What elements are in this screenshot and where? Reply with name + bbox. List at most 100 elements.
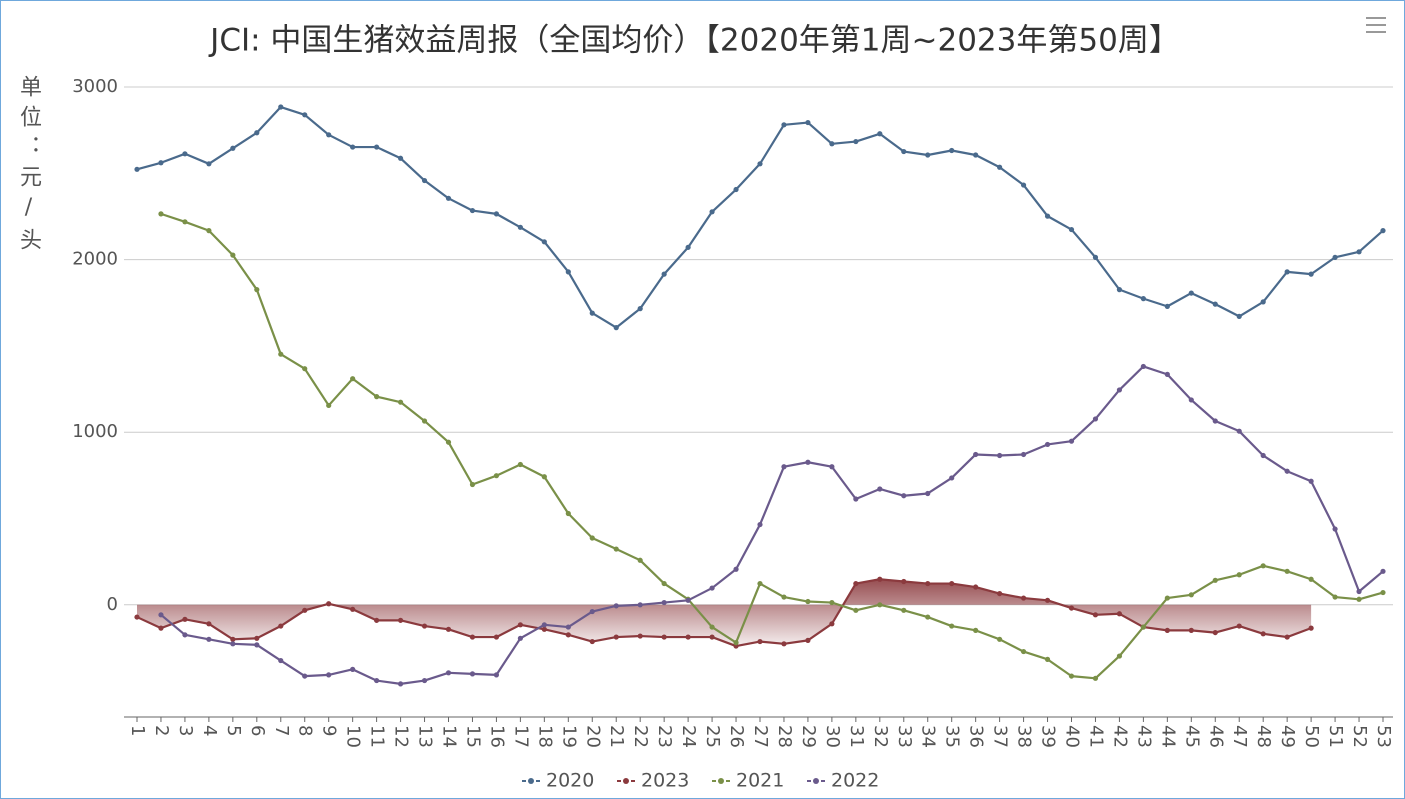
series-point — [445, 195, 452, 201]
series-point — [493, 634, 500, 640]
series-point — [278, 623, 284, 629]
series-point — [182, 151, 188, 157]
series-point — [781, 641, 787, 647]
series-point — [1284, 468, 1290, 474]
series-point — [1068, 673, 1075, 679]
series-point — [1356, 249, 1362, 255]
series-point — [1308, 625, 1314, 631]
x-tick-label: 52 — [1349, 725, 1370, 748]
series-point — [997, 636, 1003, 642]
legend-swatch-dot — [813, 778, 819, 784]
series-point — [1116, 653, 1123, 659]
series-point — [1284, 568, 1290, 574]
series-point — [1092, 254, 1099, 260]
series-point — [1284, 634, 1290, 640]
x-tick-label: 41 — [1085, 725, 1106, 748]
x-tick-label: 6 — [247, 725, 268, 736]
series-point — [302, 607, 308, 613]
series-line — [160, 212, 1384, 680]
series-point — [973, 152, 979, 158]
series-point — [877, 576, 883, 582]
series-point — [230, 252, 236, 258]
series-point — [1260, 631, 1266, 637]
legend-swatch-dot — [528, 778, 534, 784]
series-point — [1140, 363, 1146, 370]
series-point — [517, 622, 523, 628]
x-tick-label: 43 — [1133, 725, 1154, 748]
x-tick-label: 5 — [223, 725, 244, 736]
x-tick-label: 42 — [1109, 725, 1130, 748]
legend-label: 2021 — [736, 770, 784, 792]
x-tick-label: 25 — [702, 725, 723, 748]
series-point — [158, 625, 164, 631]
series-point — [1164, 595, 1170, 601]
series-point — [1116, 611, 1123, 617]
series-point — [685, 634, 691, 640]
series-point — [1068, 226, 1075, 233]
series-point — [1188, 290, 1194, 296]
series-point — [182, 616, 188, 622]
series-point — [1236, 313, 1242, 319]
series-point — [1236, 572, 1242, 578]
series-point — [230, 145, 236, 151]
x-tick-label: 18 — [534, 725, 555, 748]
series-point — [565, 510, 571, 517]
x-tick-label: 16 — [486, 725, 507, 748]
series-point — [925, 580, 931, 587]
series-point — [829, 141, 835, 147]
series-point — [997, 452, 1003, 459]
x-tick-label: 36 — [966, 725, 987, 748]
series-point — [493, 473, 500, 479]
legend-label: 2023 — [641, 770, 689, 792]
series-point — [757, 580, 763, 587]
x-tick-label: 22 — [630, 725, 651, 748]
x-tick-label: 34 — [918, 725, 939, 748]
series-point — [1236, 623, 1242, 629]
series-point — [1188, 592, 1194, 598]
menu-icon[interactable] — [1366, 17, 1386, 33]
x-tick-label: 2 — [151, 725, 172, 736]
series-point — [925, 152, 931, 158]
series-line — [136, 578, 1312, 648]
series-point — [374, 144, 380, 150]
series-point — [997, 590, 1003, 597]
series-point — [757, 638, 763, 645]
x-tick-label: 33 — [894, 725, 915, 748]
series-point — [134, 166, 140, 172]
x-tick-label: 38 — [1014, 725, 1035, 748]
series-point — [1020, 648, 1027, 655]
series-point — [709, 624, 715, 630]
series-point — [637, 306, 643, 312]
series-point — [1380, 568, 1386, 574]
series-point — [877, 131, 883, 137]
series-point — [1260, 563, 1266, 569]
series-point — [1164, 303, 1170, 309]
x-tick-label: 24 — [678, 725, 699, 748]
series-point — [302, 366, 308, 372]
series-point — [206, 636, 212, 642]
series-point — [805, 459, 811, 465]
x-tick-label: 48 — [1253, 725, 1274, 748]
series-point — [1380, 228, 1386, 234]
series-point — [1068, 605, 1075, 611]
series-point — [1332, 594, 1338, 600]
series-point — [230, 636, 236, 642]
series-point — [1260, 299, 1266, 305]
x-tick-label: 15 — [462, 725, 483, 748]
series-point — [1212, 418, 1218, 424]
series-point — [925, 490, 931, 497]
series-point — [733, 186, 739, 193]
series-point — [1068, 438, 1075, 444]
x-tick-label: 51 — [1325, 725, 1346, 748]
series-point — [565, 269, 571, 275]
series-point — [1044, 597, 1051, 603]
series-point — [445, 626, 452, 632]
x-tick-label: 40 — [1062, 725, 1083, 748]
series-point — [421, 677, 428, 684]
x-tick-label: 9 — [319, 725, 340, 736]
series-point — [637, 633, 643, 639]
series-point — [1380, 589, 1386, 596]
series-point — [541, 622, 547, 628]
series-point — [973, 627, 979, 633]
series-point — [469, 671, 476, 677]
